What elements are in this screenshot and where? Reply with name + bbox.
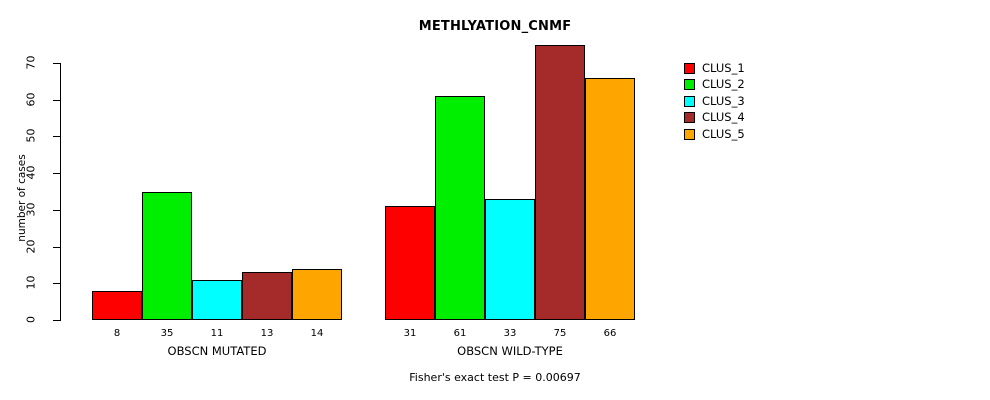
bar-value-label: 33 xyxy=(503,328,517,339)
y-axis-tick-mark xyxy=(53,209,60,211)
bar-value-label: 13 xyxy=(260,328,274,339)
legend-item: CLUS_5 xyxy=(684,126,745,143)
bar-value-label: 66 xyxy=(603,328,617,339)
bar xyxy=(585,77,635,320)
bar xyxy=(292,268,342,320)
legend: CLUS_1 CLUS_2 CLUS_3 CLUS_4 CLUS_5 xyxy=(684,60,745,143)
bar-value-label: 8 xyxy=(113,328,121,339)
legend-item: CLUS_1 xyxy=(684,60,745,77)
legend-item-label: CLUS_4 xyxy=(702,110,745,124)
bar-value-label: 35 xyxy=(160,328,174,339)
legend-item: CLUS_2 xyxy=(684,77,745,94)
y-axis-tick-label: 60 xyxy=(24,92,38,107)
y-axis-line xyxy=(60,63,61,321)
statistical-test-annotation: Fisher's exact test P = 0.00697 xyxy=(409,371,581,384)
bar-value-label: 11 xyxy=(210,328,224,339)
bar xyxy=(92,290,142,320)
y-axis-tick-mark xyxy=(53,63,60,64)
legend-item: CLUS_3 xyxy=(684,93,745,110)
bar-value-label: 61 xyxy=(453,328,467,339)
y-axis-tick-label: 10 xyxy=(24,275,38,290)
legend-item-label: CLUS_5 xyxy=(702,126,745,141)
bar xyxy=(535,44,585,320)
bar xyxy=(192,279,242,320)
legend-color-swatch xyxy=(684,112,695,124)
bar xyxy=(385,206,435,320)
bar xyxy=(485,198,535,320)
x-axis-group-label: OBSCN WILD-TYPE xyxy=(457,344,563,358)
legend-color-swatch xyxy=(684,95,695,107)
y-axis-tick-mark xyxy=(53,99,60,101)
y-axis-tick-mark xyxy=(53,246,60,248)
y-axis-tick-mark xyxy=(53,283,60,285)
y-axis-tick-mark xyxy=(53,136,60,138)
legend-item: CLUS_4 xyxy=(684,110,745,127)
bar-value-label: 14 xyxy=(310,328,324,339)
legend-item-label: CLUS_3 xyxy=(702,93,745,108)
y-axis-tick-mark xyxy=(53,173,60,175)
bar-value-label: 31 xyxy=(403,328,417,339)
x-axis-group-label: OBSCN MUTATED xyxy=(167,344,267,358)
legend-color-swatch xyxy=(684,128,695,140)
legend-color-swatch xyxy=(684,62,695,74)
page-title: METHLYATION_CNMF xyxy=(418,19,572,34)
bar xyxy=(242,272,292,320)
y-axis-tick-label: 70 xyxy=(24,55,38,70)
legend-item-label: CLUS_1 xyxy=(702,60,745,75)
bar-value-label: 75 xyxy=(553,328,567,339)
bar xyxy=(435,96,485,320)
bar xyxy=(142,191,192,320)
y-axis-tick-label: 0 xyxy=(24,316,38,323)
legend-item-label: CLUS_2 xyxy=(702,77,745,91)
y-axis-tick-mark xyxy=(53,320,60,321)
y-axis-title: number of cases xyxy=(16,154,28,242)
legend-color-swatch xyxy=(684,79,695,91)
